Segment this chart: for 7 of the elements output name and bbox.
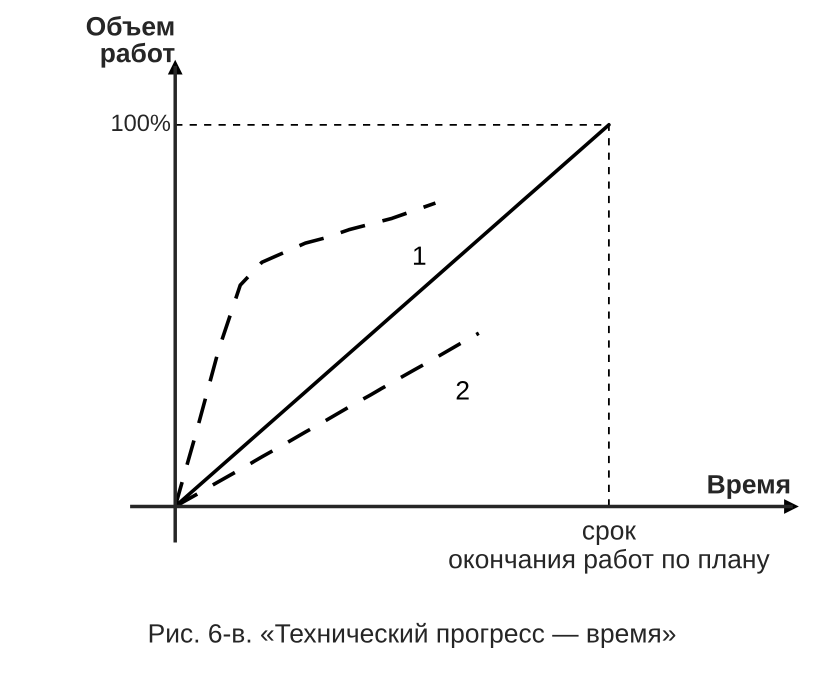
ref-line-label: 100% [112,114,170,132]
series-label: 2 [456,381,469,400]
y-axis-title: Объем работ [86,16,174,68]
series-label: 1 [414,246,426,265]
text: Рис. 6-в. «Технический прогресс — время» [150,622,676,648]
x-axis-title: Время [708,475,790,499]
text: срок окончания работ по плану [449,525,770,574]
